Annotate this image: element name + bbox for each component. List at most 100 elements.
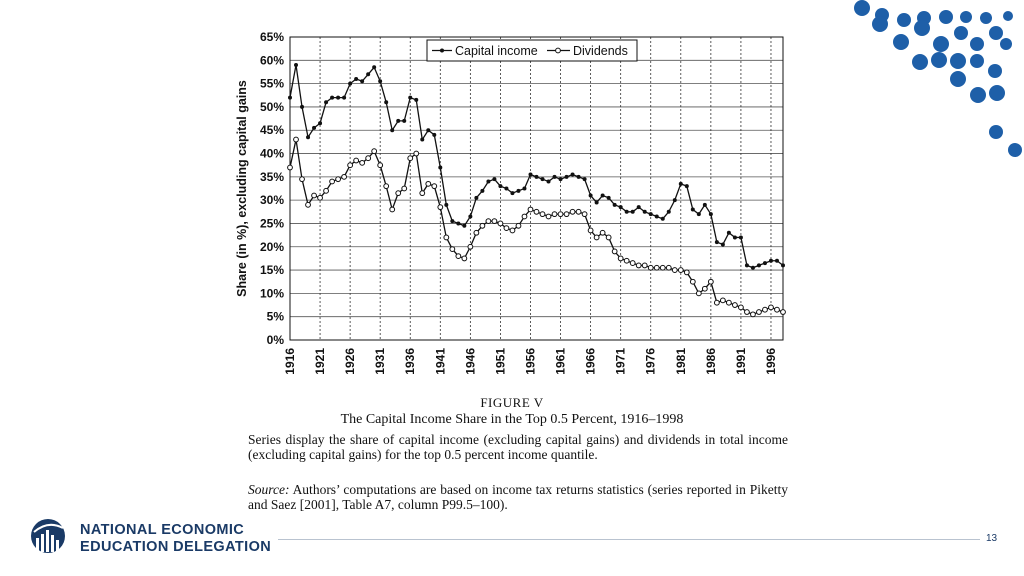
source-text: Authors’ computations are based on incom… xyxy=(248,482,788,512)
data-point xyxy=(605,234,612,241)
decorative-dot xyxy=(988,64,1002,78)
data-point xyxy=(647,264,654,271)
data-point xyxy=(419,190,426,197)
decorative-dot xyxy=(897,13,911,27)
data-point xyxy=(642,209,647,214)
decorative-dot xyxy=(872,16,888,32)
data-point xyxy=(630,209,635,214)
data-point xyxy=(498,184,503,189)
data-point xyxy=(569,208,576,215)
data-point xyxy=(497,220,504,227)
data-point xyxy=(312,125,317,130)
data-point xyxy=(455,253,462,259)
data-point xyxy=(708,212,713,217)
y-tick-label: 10% xyxy=(260,286,284,300)
data-point xyxy=(732,235,737,240)
data-point xyxy=(401,185,408,192)
decorative-dot xyxy=(970,54,984,68)
data-point xyxy=(588,193,593,198)
x-tick-label: 1966 xyxy=(584,348,598,375)
data-point xyxy=(539,211,546,218)
data-point xyxy=(575,208,582,215)
line-chart: 0% 5% 10% 15% 20% 25% 30% 35% 40% 45% 50% 55% 60% 65%… xyxy=(235,30,786,375)
chart-grid xyxy=(289,36,783,341)
data-point xyxy=(347,162,354,169)
data-point xyxy=(636,205,641,210)
data-point xyxy=(492,177,497,182)
data-point xyxy=(599,229,606,236)
footer-divider xyxy=(278,539,980,540)
figure-title: The Capital Income Share in the Top 0.5 … xyxy=(340,412,684,427)
y-axis-label: Share (in %), excluding capital gains xyxy=(235,80,249,297)
data-point xyxy=(522,186,527,191)
data-point xyxy=(479,222,486,229)
data-point xyxy=(534,174,539,179)
data-point xyxy=(533,208,540,215)
data-point xyxy=(408,95,413,100)
data-point xyxy=(732,302,738,308)
data-point xyxy=(420,137,425,142)
data-point xyxy=(305,201,311,208)
data-point xyxy=(431,183,438,190)
y-tick-label: 20% xyxy=(260,240,284,254)
x-tick-label: 1946 xyxy=(463,348,477,375)
data-point xyxy=(629,260,636,266)
data-point xyxy=(551,211,558,218)
data-point xyxy=(335,176,341,183)
y-tick-label: 25% xyxy=(260,216,284,230)
data-point xyxy=(300,104,305,109)
data-point xyxy=(781,263,785,268)
data-point xyxy=(383,183,390,190)
decorative-dot xyxy=(950,53,966,69)
data-point xyxy=(635,262,642,269)
x-tick-label: 1986 xyxy=(704,348,718,375)
data-point xyxy=(564,174,569,179)
data-point xyxy=(726,230,731,235)
data-point xyxy=(720,242,725,247)
y-tick-label: 15% xyxy=(260,263,284,277)
data-point xyxy=(449,246,456,253)
data-point xyxy=(426,128,431,133)
data-point xyxy=(360,79,365,84)
data-point xyxy=(707,278,714,285)
data-point xyxy=(365,155,372,162)
decorative-dot xyxy=(931,52,947,68)
chart-series xyxy=(287,62,786,318)
data-point xyxy=(641,262,648,269)
data-point xyxy=(414,97,419,102)
page-number: 13 xyxy=(986,533,998,544)
x-tick-label: 1926 xyxy=(343,348,357,375)
decorative-dot xyxy=(1000,38,1012,50)
data-point xyxy=(623,257,630,264)
data-point xyxy=(744,309,750,315)
figure-label: FIGURE V xyxy=(480,395,544,410)
series-line xyxy=(289,139,784,316)
data-point xyxy=(611,248,618,255)
plot-frame xyxy=(289,36,784,341)
data-point xyxy=(348,81,353,86)
data-point xyxy=(395,190,402,197)
decorative-dot xyxy=(989,85,1005,101)
data-point xyxy=(486,179,491,184)
decorative-dot xyxy=(989,125,1003,139)
data-point xyxy=(306,135,311,140)
data-point xyxy=(521,213,528,220)
data-point xyxy=(612,202,617,207)
data-point xyxy=(293,136,299,143)
data-point xyxy=(318,121,323,126)
data-point xyxy=(432,132,437,137)
data-point xyxy=(540,177,545,182)
data-point xyxy=(509,227,516,234)
data-point xyxy=(701,285,708,292)
legend-label: Dividends xyxy=(573,44,628,58)
data-point xyxy=(714,240,719,245)
x-tick-label: 1936 xyxy=(403,348,417,375)
data-point xyxy=(683,269,690,276)
data-point xyxy=(678,181,683,186)
x-tick-label: 1951 xyxy=(493,348,507,375)
data-point xyxy=(600,193,605,198)
data-point xyxy=(438,165,443,170)
data-point xyxy=(516,188,521,193)
data-point xyxy=(666,209,671,214)
data-point xyxy=(702,202,707,207)
